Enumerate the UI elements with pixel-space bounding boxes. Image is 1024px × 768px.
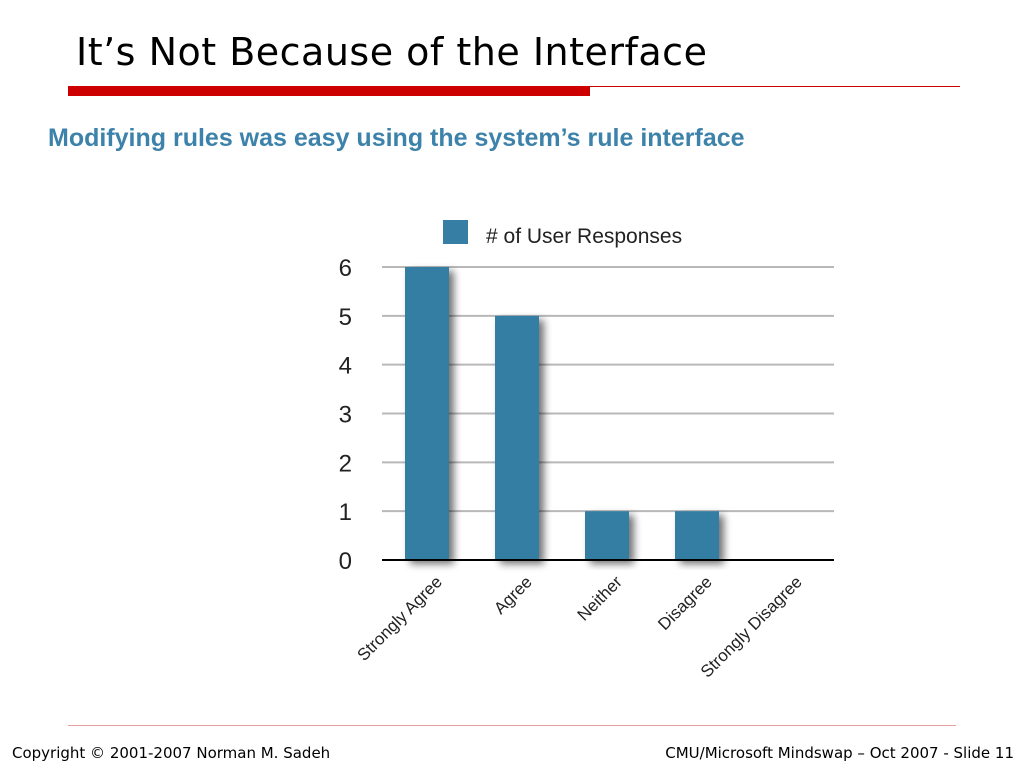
chart-title: Modifying rules was easy using the syste… — [48, 124, 745, 152]
legend-label: # of User Responses — [486, 225, 682, 248]
y-tick-label: 6 — [339, 255, 352, 282]
bar — [495, 315, 539, 560]
title-underline-thin — [590, 86, 960, 87]
x-tick-label: Strongly Disagree — [697, 572, 806, 681]
x-tick-label: Agree — [490, 572, 536, 618]
y-tick-label: 3 — [339, 402, 352, 429]
legend-swatch — [443, 220, 468, 244]
x-tick-label: Strongly Agree — [354, 572, 446, 664]
y-tick-label: 5 — [339, 304, 352, 331]
footer-slide-info: CMU/Microsoft Mindswap – Oct 2007 - Slid… — [665, 744, 1014, 762]
slide-title: It’s Not Because of the Interface — [76, 30, 708, 74]
x-tick-label: Disagree — [654, 572, 716, 634]
footer-copyright: Copyright © 2001-2007 Norman M. Sadeh — [12, 744, 331, 762]
y-tick-label: 0 — [339, 548, 352, 575]
footer-divider — [68, 725, 956, 726]
y-tick-label: 1 — [339, 499, 352, 526]
grid-lines — [382, 266, 834, 513]
bar — [585, 511, 629, 560]
legend: # of User Responses — [443, 220, 682, 248]
title-underline-thick — [68, 86, 590, 96]
bar — [675, 511, 719, 560]
bars — [405, 267, 719, 560]
bar — [405, 267, 449, 560]
x-tick-label: Neither — [574, 572, 626, 624]
y-tick-label: 4 — [339, 353, 352, 380]
y-tick-label: 2 — [339, 450, 352, 477]
